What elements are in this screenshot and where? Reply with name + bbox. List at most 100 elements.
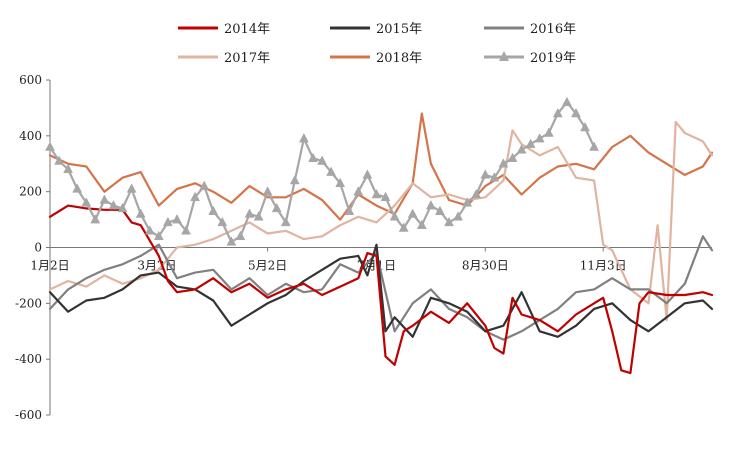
data-point xyxy=(425,200,436,210)
data-point xyxy=(72,183,83,193)
data-point xyxy=(498,158,509,168)
series-2019年 xyxy=(45,96,600,246)
data-point xyxy=(489,172,500,182)
data-point xyxy=(226,236,237,246)
series-2015年 xyxy=(48,243,714,338)
data-point xyxy=(525,138,536,148)
legend-item: 2018年 xyxy=(330,51,422,66)
data-point xyxy=(199,180,210,190)
x-tick-label: 11月3日 xyxy=(580,259,627,273)
data-point xyxy=(344,205,355,215)
data-point xyxy=(416,219,427,229)
data-point xyxy=(589,141,600,151)
data-point xyxy=(135,208,146,218)
y-tick-label: 600 xyxy=(19,73,42,87)
data-point xyxy=(298,133,309,143)
y-tick-label: 0 xyxy=(34,241,42,255)
series-line xyxy=(48,204,714,375)
data-point xyxy=(534,133,545,143)
legend-item: 2019年 xyxy=(484,51,576,66)
data-point xyxy=(317,155,328,165)
legend-item: 2016年 xyxy=(484,22,576,37)
series-2018年 xyxy=(48,112,714,221)
data-point xyxy=(480,169,491,179)
data-point xyxy=(516,144,527,154)
y-tick-label: -200 xyxy=(15,296,42,310)
x-tick-label: 3月2日 xyxy=(137,259,176,273)
data-point xyxy=(63,163,74,174)
data-point xyxy=(335,177,346,188)
data-point xyxy=(453,211,464,221)
data-point xyxy=(580,121,590,132)
data-point xyxy=(262,186,273,196)
data-point xyxy=(462,197,473,207)
legend-label: 2014年 xyxy=(224,22,270,37)
legend-label: 2018年 xyxy=(376,51,422,66)
data-point xyxy=(326,166,337,176)
data-point xyxy=(271,202,282,213)
data-point xyxy=(126,183,137,193)
data-point xyxy=(144,225,155,235)
y-axis: 600 400 200 0 -200 -400 -600 xyxy=(15,73,51,422)
data-point xyxy=(353,186,364,196)
data-point xyxy=(308,152,318,162)
series-2016年 xyxy=(48,235,714,341)
x-tick-label: 1月2日 xyxy=(30,259,69,273)
legend-marker-icon xyxy=(499,51,509,61)
legend-label: 2017年 xyxy=(224,51,270,66)
data-point xyxy=(362,169,373,179)
legend-label: 2015年 xyxy=(376,22,422,37)
data-point xyxy=(389,211,400,221)
y-tick-label: -600 xyxy=(15,408,42,422)
series-line xyxy=(48,120,714,322)
series-line xyxy=(48,243,714,338)
data-point xyxy=(172,214,182,224)
data-point xyxy=(90,214,101,224)
data-point xyxy=(244,208,255,218)
series-line xyxy=(48,112,714,221)
data-point xyxy=(407,208,418,218)
legend-item: 2017年 xyxy=(178,51,270,66)
data-point xyxy=(181,225,191,235)
data-point xyxy=(235,230,246,241)
legend-item: 2015年 xyxy=(330,22,422,37)
data-point xyxy=(253,211,264,221)
data-point xyxy=(571,107,581,118)
data-point xyxy=(434,205,445,215)
data-point xyxy=(444,216,454,227)
data-point xyxy=(561,96,572,107)
data-point xyxy=(117,202,128,213)
data-point xyxy=(507,152,518,162)
series-2017年 xyxy=(48,120,714,322)
data-point xyxy=(217,216,228,227)
data-point xyxy=(45,141,55,151)
data-point xyxy=(380,191,391,202)
data-point xyxy=(289,174,300,185)
x-tick-label: 8月30日 xyxy=(462,259,509,273)
data-point xyxy=(162,216,173,227)
y-tick-label: 400 xyxy=(19,129,42,143)
series-layer xyxy=(45,96,714,375)
data-point xyxy=(54,155,65,165)
data-point xyxy=(398,222,409,232)
y-tick-label: -400 xyxy=(15,352,42,366)
data-point xyxy=(280,216,291,227)
y-tick-label: 200 xyxy=(19,185,42,199)
data-point xyxy=(81,197,92,207)
legend: 2014年 2015年 2016年 2017年 2018年 2019年 xyxy=(178,22,576,66)
legend-item: 2014年 xyxy=(178,22,270,37)
data-point xyxy=(471,188,482,199)
series-2014年 xyxy=(48,204,714,375)
data-point xyxy=(552,107,563,118)
x-axis: 1月2日 3月2日 5月2日 7月1日 8月30日 11月3日 xyxy=(30,247,712,273)
x-tick-label: 5月2日 xyxy=(248,259,287,273)
legend-label: 2016年 xyxy=(530,22,576,37)
data-point xyxy=(153,230,164,241)
data-point xyxy=(371,188,382,199)
data-point xyxy=(108,200,119,210)
data-point xyxy=(543,127,554,137)
series-line xyxy=(48,235,714,341)
data-point xyxy=(99,194,110,204)
legend-label: 2019年 xyxy=(530,51,576,66)
